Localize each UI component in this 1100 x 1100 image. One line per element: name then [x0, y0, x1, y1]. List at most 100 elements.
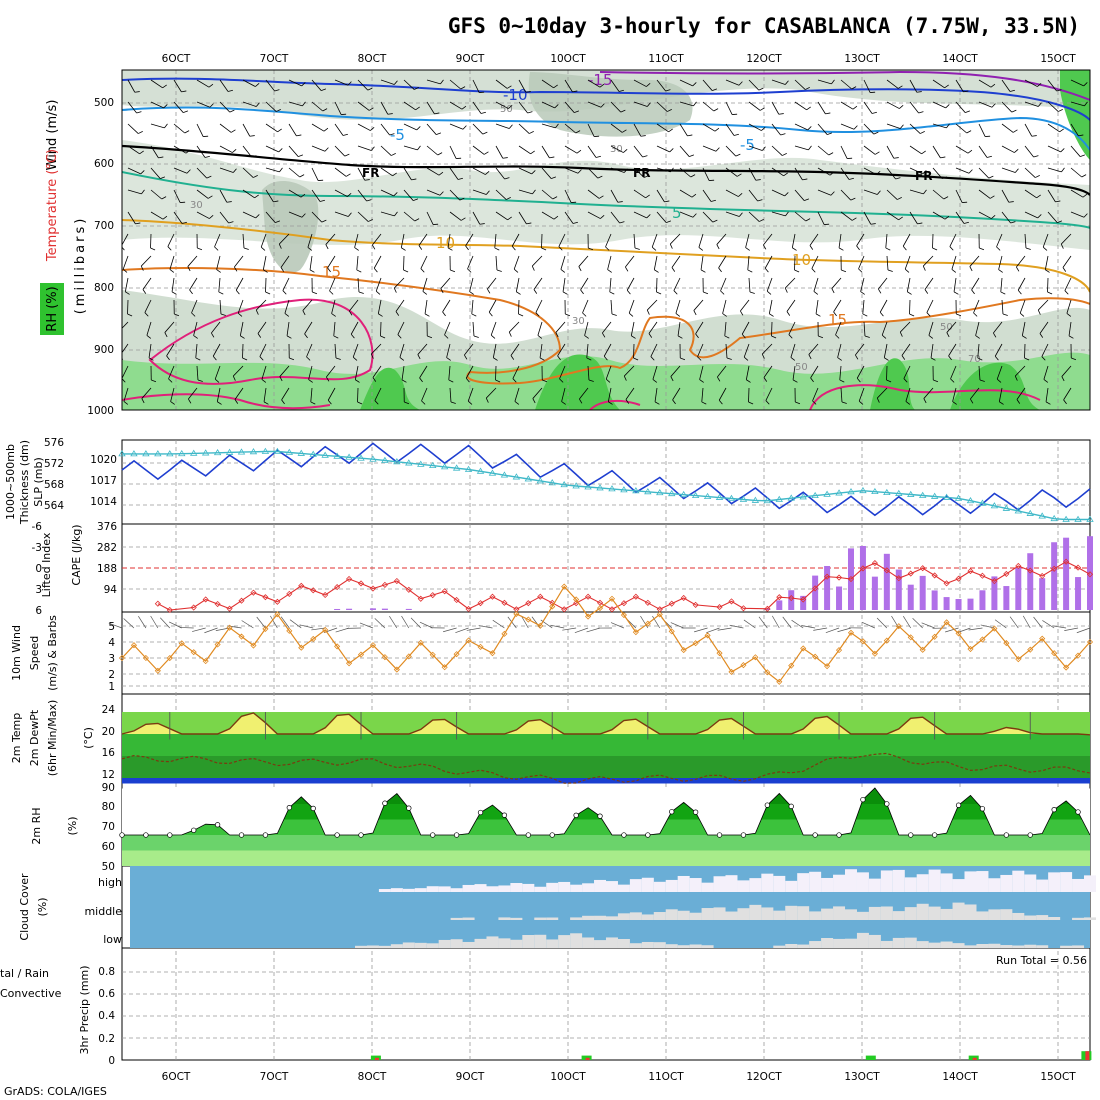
thickness-point: [739, 495, 748, 502]
tick-900: 900: [94, 344, 114, 356]
wind-barb: [718, 255, 727, 269]
li-point: [788, 594, 795, 602]
time-label-top: 14OCT: [942, 53, 978, 65]
thickness-point: [620, 486, 628, 493]
credit: GrADS: COLA/IGES: [4, 1085, 107, 1098]
wind-barb-flag: [1009, 89, 1015, 92]
time-label-top: 15OCT: [1040, 53, 1076, 65]
wind10m-point: [453, 651, 460, 658]
wind-barb: [1001, 145, 1015, 153]
wind-barb: [955, 189, 963, 203]
rh2m-point: [1003, 832, 1009, 838]
wind-barb: [533, 277, 543, 290]
wind-barb: [677, 321, 681, 336]
wind-barb-flag: [618, 89, 624, 92]
thickness-point: [883, 488, 891, 496]
wind-barb: [127, 145, 140, 155]
wind-barb: [949, 233, 957, 247]
wind-barb: [817, 145, 829, 156]
li-point: [405, 586, 412, 593]
wind10m-point: [1051, 650, 1058, 657]
wind-barb-flag: [631, 335, 636, 339]
wind-barb-flag: [920, 131, 925, 134]
time-label-top: 12OCT: [746, 53, 782, 65]
wind-barb: [1062, 255, 1072, 268]
li-point: [716, 604, 723, 611]
wind-barb: [448, 365, 451, 380]
wind-barb-flag: [621, 129, 627, 133]
wind-barb: [679, 123, 688, 137]
wind-barb-flag: [893, 157, 899, 159]
wind10m-barb: [455, 627, 469, 634]
wind-barb-flag: [512, 378, 517, 383]
wind-barb-flag: [804, 198, 810, 201]
label-15: 15: [322, 263, 341, 281]
wind-barb-flag: [447, 247, 453, 251]
wind-barb: [495, 211, 508, 221]
wind-barb-flag: [672, 399, 676, 405]
wind-barb-flag: [559, 378, 564, 383]
thickness-point: [429, 461, 437, 469]
wind-barb-flag: [856, 377, 861, 383]
wind-barb-flag: [355, 379, 360, 383]
wind-barb: [308, 365, 313, 380]
wind-barb: [399, 343, 405, 358]
thickness-label: 1000~500mb: [4, 444, 17, 520]
wind-barb: [257, 321, 267, 334]
rh2m-point: [262, 832, 269, 838]
cloud-cell: [821, 877, 834, 892]
wind-barb: [670, 365, 681, 377]
wind-barb-flag: [350, 333, 355, 339]
cloud-cell: [880, 906, 893, 920]
wind-barb-flag: [670, 376, 674, 382]
wind-barb: [564, 189, 572, 203]
wind-barb: [699, 365, 704, 380]
wind-barb-flag: [411, 178, 417, 181]
wind10m-point: [465, 637, 472, 644]
wind-barb: [909, 79, 918, 93]
wind-barb: [541, 145, 550, 159]
wind-barb: [1047, 79, 1057, 92]
wind-barb-flag: [623, 375, 627, 381]
wind-barb-flag: [623, 168, 628, 173]
cloud-cell: [1012, 870, 1025, 892]
cape-bar: [1027, 553, 1034, 610]
wind10m-point: [334, 643, 341, 650]
wind-barb-flag: [138, 131, 143, 134]
wind10m-barb: [138, 616, 147, 629]
wind-barb-flag: [1057, 220, 1063, 223]
thickness-point: [679, 490, 688, 498]
wind-barb-flag: [464, 354, 468, 360]
wind-barb-flag: [648, 333, 653, 338]
cloud-cell: [582, 883, 595, 892]
wind-barb-flag: [510, 355, 515, 360]
wind10m-point: [907, 634, 914, 641]
wind10m-barb: [521, 615, 529, 629]
wind-barb: [187, 255, 198, 267]
wind-barb-flag: [782, 153, 787, 156]
wind-barb-flag: [598, 195, 604, 199]
wind-barb-flag: [193, 335, 198, 339]
wind-barb: [284, 299, 290, 314]
wind-barb: [141, 387, 152, 399]
wind-barb: [909, 101, 919, 114]
wind-barb: [788, 321, 796, 335]
wind-barb-flag: [299, 174, 305, 178]
wind-barb: [928, 321, 934, 336]
wind10m-barb: [410, 617, 422, 629]
wind-barb-flag: [784, 192, 789, 197]
rh-band-bg: [122, 788, 1090, 820]
wind-barb: [1024, 79, 1038, 87]
wind10m-barb: [1064, 627, 1079, 631]
li-point: [286, 590, 293, 597]
wind-barb-flag: [691, 193, 697, 198]
cape-bar: [895, 569, 902, 610]
wind-barb-flag: [1047, 291, 1053, 295]
cape-label: CAPE (J/kg): [70, 524, 83, 585]
temp2m-label: 2m Temp: [10, 713, 23, 764]
wind-barb: [216, 387, 221, 402]
wind-barb: [555, 321, 566, 333]
wind-barb-flag: [391, 153, 396, 156]
rh2m-point: [597, 813, 603, 819]
wind10m-barb: [204, 627, 218, 634]
